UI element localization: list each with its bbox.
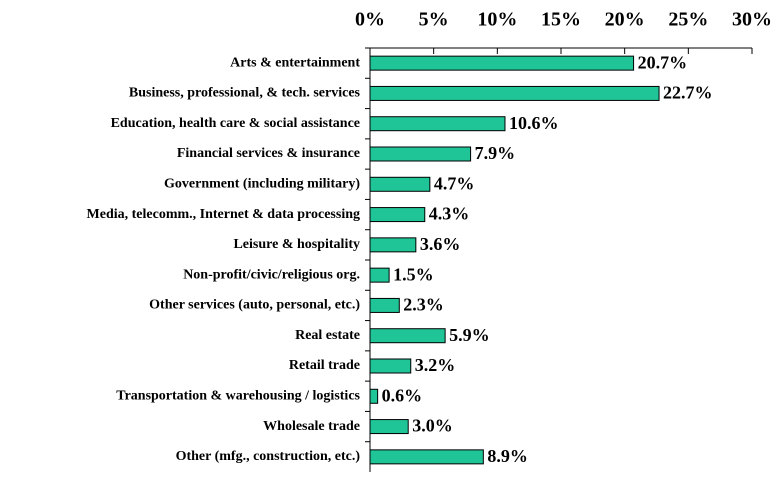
bar xyxy=(369,146,472,162)
bar xyxy=(369,449,484,465)
category-label: Government (including military) xyxy=(164,177,360,192)
bar xyxy=(369,419,409,435)
category-label: Media, telecomm., Internet & data proces… xyxy=(87,207,360,222)
value-label: 1.5% xyxy=(393,264,434,284)
bar xyxy=(369,176,431,192)
category-label: Other (mfg., construction, etc.) xyxy=(176,449,361,464)
x-tick-label: 15% xyxy=(541,9,581,31)
x-tick-label: 25% xyxy=(668,9,708,31)
category-label: Arts & entertainment xyxy=(230,55,360,70)
bar xyxy=(369,297,400,313)
value-label: 3.6% xyxy=(420,234,461,254)
value-label: 0.6% xyxy=(382,385,423,405)
value-label: 4.3% xyxy=(429,204,470,224)
value-label: 3.2% xyxy=(415,355,456,375)
category-label: Education, health care & social assistan… xyxy=(111,116,360,131)
category-label: Retail trade xyxy=(289,358,360,373)
value-label: 2.3% xyxy=(403,295,444,315)
value-label: 4.7% xyxy=(434,173,475,193)
category-label: Wholesale trade xyxy=(263,419,360,434)
x-tick-label: 5% xyxy=(419,9,449,31)
value-label: 22.7% xyxy=(663,83,713,103)
x-tick-label: 0% xyxy=(355,9,385,31)
category-label: Financial services & insurance xyxy=(177,146,360,161)
category-label: Real estate xyxy=(295,328,360,343)
category-label: Transportation & warehousing / logistics xyxy=(116,389,360,404)
bar xyxy=(369,358,412,374)
bar xyxy=(369,85,660,101)
x-tick-label: 30% xyxy=(732,9,772,31)
x-tick-label: 20% xyxy=(605,9,645,31)
x-tick-label: 10% xyxy=(477,9,517,31)
bar xyxy=(369,207,426,223)
category-label: Business, professional, & tech. services xyxy=(129,86,361,101)
bar xyxy=(369,55,635,71)
value-label: 10.6% xyxy=(509,113,559,133)
value-label: 5.9% xyxy=(449,325,490,345)
bar xyxy=(369,237,417,253)
category-label: Leisure & hospitality xyxy=(233,237,360,252)
bar xyxy=(369,328,446,344)
value-label: 20.7% xyxy=(638,52,688,72)
bar xyxy=(369,267,390,283)
category-label: Non-profit/civic/religious org. xyxy=(183,267,360,282)
category-label: Other services (auto, personal, etc.) xyxy=(149,298,360,313)
value-label: 7.9% xyxy=(475,143,516,163)
value-label: 8.9% xyxy=(487,446,528,466)
value-label: 3.0% xyxy=(412,416,453,436)
bar xyxy=(369,116,506,132)
bar xyxy=(369,388,379,404)
